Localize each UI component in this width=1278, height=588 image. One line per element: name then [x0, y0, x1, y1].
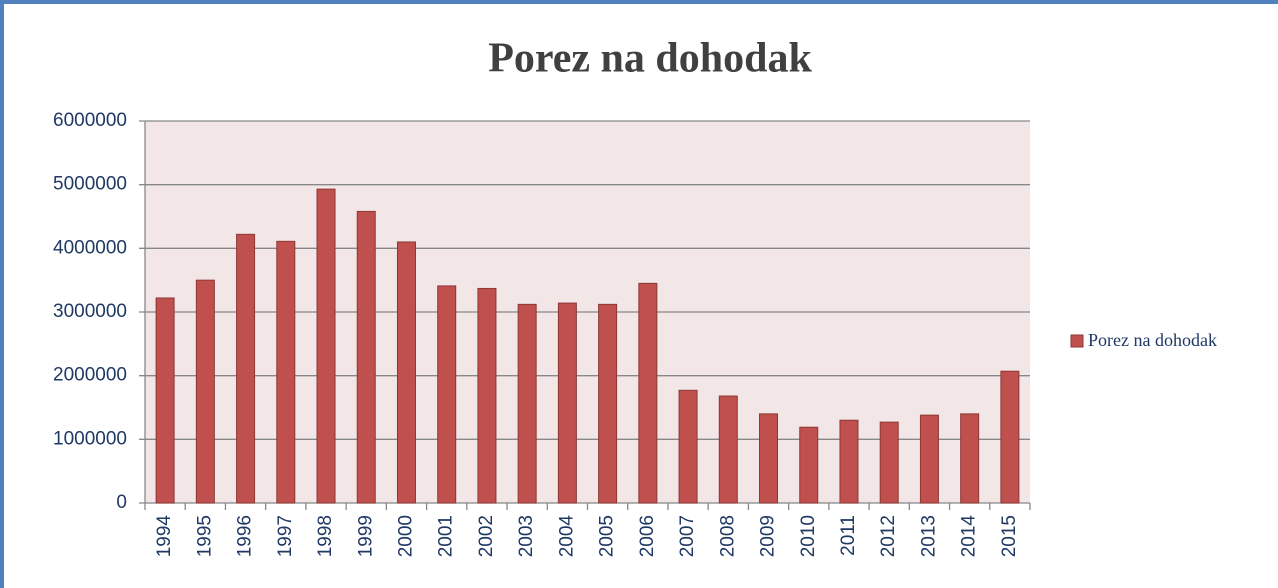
- y-tick-label: 4000000: [53, 237, 127, 258]
- x-tick-label: 2006: [637, 515, 658, 557]
- bar: [879, 421, 899, 504]
- bar: [155, 297, 175, 504]
- x-tick-label: 1994: [154, 515, 175, 558]
- y-tick-label: 1000000: [53, 428, 127, 449]
- chart-title: Porez na dohodak: [488, 36, 812, 82]
- bar: [477, 287, 497, 504]
- bar: [839, 419, 859, 504]
- bar: [1000, 370, 1020, 504]
- x-tick-label: 1998: [315, 515, 336, 557]
- x-tick-label: 2003: [516, 515, 537, 557]
- bar: [718, 395, 738, 504]
- x-tick-label: 1999: [355, 515, 376, 557]
- y-tick-label: 3000000: [53, 301, 127, 322]
- bar: [517, 303, 537, 504]
- bar: [276, 240, 296, 504]
- x-tick-label: 2002: [476, 515, 497, 557]
- bar: [557, 302, 577, 504]
- y-tick-label: 0: [116, 492, 127, 513]
- bar: [759, 413, 779, 504]
- x-tick-label: 1995: [194, 515, 215, 557]
- x-tick-label: 2004: [556, 515, 577, 558]
- x-tick-label: 1997: [275, 515, 296, 557]
- bar: [396, 241, 416, 504]
- x-tick-label: 1996: [235, 515, 256, 557]
- legend-label: Porez na dohodak: [1088, 330, 1217, 350]
- x-tick-label: 2010: [798, 515, 819, 557]
- x-tick-label: 2008: [717, 515, 738, 557]
- x-tick-label: 2009: [758, 515, 779, 557]
- legend-swatch: [1070, 334, 1084, 348]
- bar: [356, 210, 376, 504]
- x-tick-label: 2012: [878, 515, 899, 557]
- bar: [316, 188, 336, 504]
- x-tick-label: 2000: [395, 515, 416, 557]
- x-tick-label: 2015: [999, 515, 1020, 557]
- bar: [638, 282, 658, 504]
- x-tick-label: 2005: [597, 515, 618, 557]
- bar: [195, 279, 215, 504]
- y-tick-label: 5000000: [53, 174, 127, 195]
- y-tick-label: 6000000: [53, 110, 127, 131]
- x-tick-label: 2011: [838, 515, 859, 556]
- x-tick-label: 2007: [677, 515, 698, 557]
- x-tick-label: 2013: [918, 515, 939, 557]
- y-tick-label: 2000000: [53, 365, 127, 386]
- bar: [678, 389, 698, 504]
- bar: [919, 414, 939, 504]
- x-tick-label: 2001: [436, 515, 457, 557]
- bar: [799, 426, 819, 504]
- bar: [598, 303, 618, 504]
- x-tick-label: 2014: [959, 515, 980, 558]
- bar: [236, 233, 256, 504]
- bar: [437, 285, 457, 504]
- bar: [960, 413, 980, 504]
